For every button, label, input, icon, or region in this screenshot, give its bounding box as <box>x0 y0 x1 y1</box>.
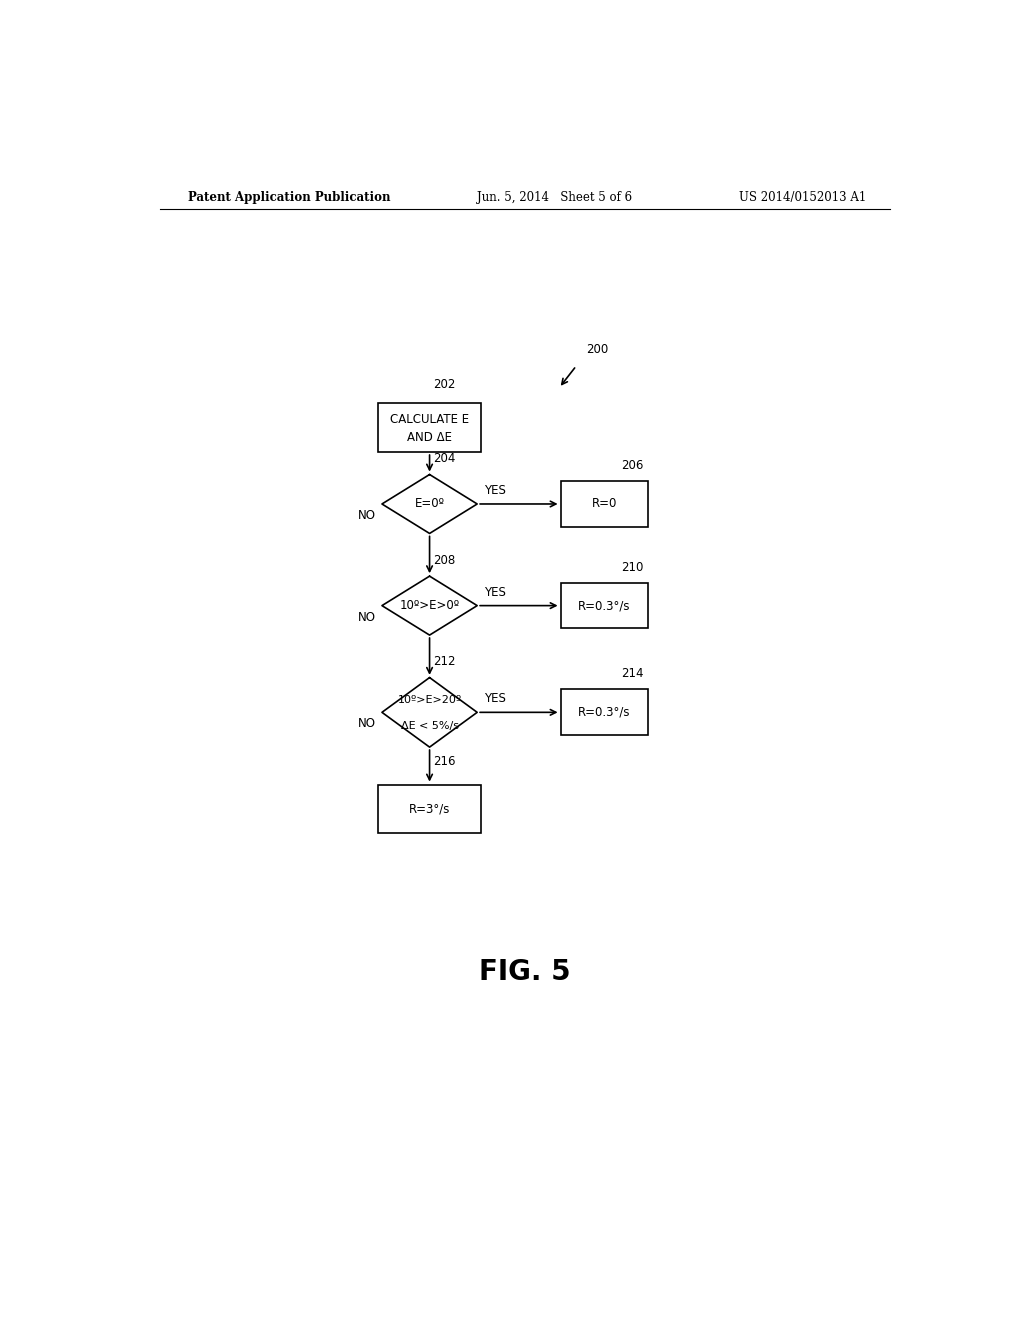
Text: ΔE < 5%/s: ΔE < 5%/s <box>400 721 459 730</box>
Text: E=0º: E=0º <box>415 498 444 511</box>
Text: Patent Application Publication: Patent Application Publication <box>187 190 390 203</box>
Text: NO: NO <box>357 510 376 521</box>
Text: R=0: R=0 <box>592 498 616 511</box>
Text: YES: YES <box>483 484 506 496</box>
Text: NO: NO <box>357 611 376 623</box>
Text: Jun. 5, 2014   Sheet 5 of 6: Jun. 5, 2014 Sheet 5 of 6 <box>477 190 632 203</box>
Text: CALCULATE E: CALCULATE E <box>390 413 469 426</box>
Bar <box>560 582 648 628</box>
Text: 214: 214 <box>622 668 644 680</box>
Text: FIG. 5: FIG. 5 <box>479 957 570 986</box>
Bar <box>560 689 648 735</box>
Text: 208: 208 <box>433 554 456 568</box>
Text: 10º>E>20º: 10º>E>20º <box>397 696 462 705</box>
Text: 10º>E>0º: 10º>E>0º <box>399 599 460 612</box>
Text: NO: NO <box>357 718 376 730</box>
Text: 204: 204 <box>433 453 456 466</box>
Bar <box>378 784 481 833</box>
Text: R=0.3°/s: R=0.3°/s <box>578 599 631 612</box>
Text: YES: YES <box>483 586 506 598</box>
Text: 212: 212 <box>433 656 456 668</box>
Text: R=0.3°/s: R=0.3°/s <box>578 706 631 719</box>
Text: AND ΔE: AND ΔE <box>408 432 452 445</box>
Text: 206: 206 <box>622 459 644 473</box>
Text: US 2014/0152013 A1: US 2014/0152013 A1 <box>738 190 866 203</box>
Text: 200: 200 <box>586 343 608 355</box>
Text: YES: YES <box>483 692 506 705</box>
Text: R=3°/s: R=3°/s <box>409 803 451 816</box>
Bar <box>560 480 648 527</box>
Text: 210: 210 <box>622 561 644 574</box>
Bar <box>378 404 481 453</box>
Text: 216: 216 <box>433 755 456 768</box>
Text: 202: 202 <box>433 378 456 391</box>
